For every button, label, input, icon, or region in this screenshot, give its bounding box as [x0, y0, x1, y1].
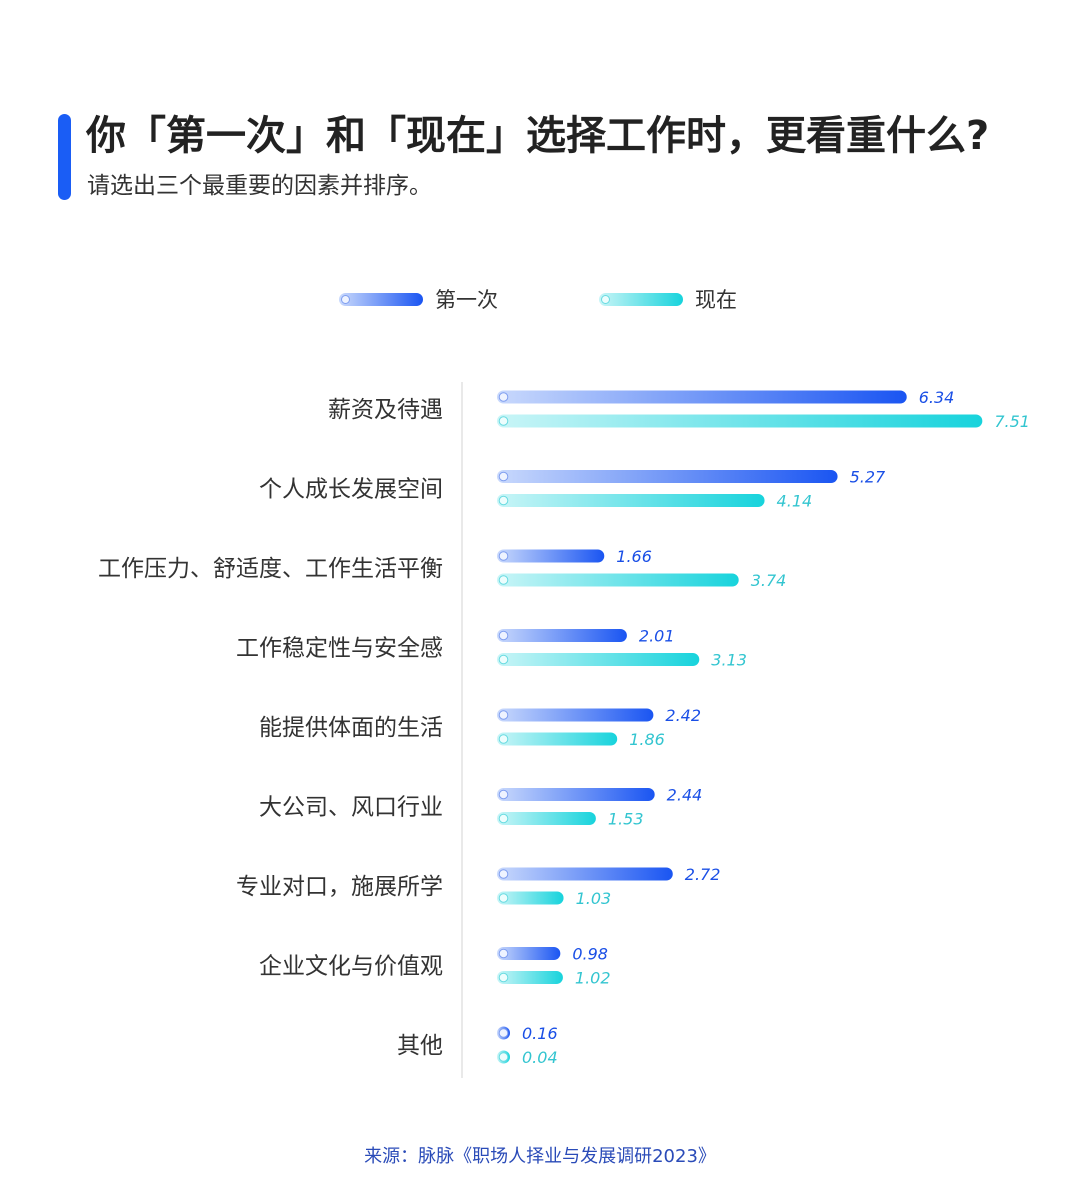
bar-first — [497, 549, 605, 563]
bar-cap-now — [498, 734, 509, 744]
bar-cap-now — [498, 575, 509, 585]
title-accent-bar — [58, 114, 71, 200]
data-label-now: 3.74 — [751, 571, 787, 590]
data-label-first: 2.44 — [667, 786, 703, 805]
bar-chart: 薪资及待遇 6.34 7.51 个人成长发展空间 5.27 4.14 工作压力、舒适度、工作… — [98, 382, 1030, 1078]
bar-now — [497, 653, 700, 666]
legend-swatch-now — [599, 292, 683, 306]
page-title: 你「第一次」和「现在」选择工作时，更看重什么? — [86, 113, 990, 159]
bar-cap-first — [498, 392, 509, 402]
legend-label-first: 第一次 — [435, 288, 498, 312]
data-label-now: 0.04 — [522, 1048, 558, 1067]
bar-first — [497, 629, 627, 642]
category-label: 大公司、风口行业 — [259, 795, 443, 821]
bar-cap-now — [498, 495, 509, 506]
data-label-first: 6.34 — [919, 388, 955, 407]
data-label-now: 7.51 — [994, 412, 1030, 431]
bar-first — [497, 947, 561, 960]
data-label-first: 1.66 — [616, 547, 652, 566]
legend-swatch-first — [339, 292, 423, 306]
source-note: 来源：脉脉《职场人择业与发展调研2023》 — [364, 1146, 716, 1167]
bar-now — [497, 812, 596, 825]
bar-first — [497, 708, 654, 722]
data-label-first: 2.01 — [639, 627, 675, 646]
bar-first — [497, 470, 838, 483]
bar-cap-first — [498, 471, 509, 482]
bar-cap-now — [498, 813, 509, 824]
data-label-first: 0.98 — [572, 945, 608, 964]
category-label: 工作稳定性与安全感 — [236, 636, 443, 662]
category-label: 专业对口，施展所学 — [236, 874, 443, 900]
category-label: 能提供体面的生活 — [259, 715, 443, 741]
page-subtitle: 请选出三个最重要的因素并排序。 — [87, 173, 432, 199]
bar-now — [497, 494, 765, 507]
legend-item-first: 第一次 — [339, 284, 498, 314]
bar-now — [497, 414, 983, 428]
category-label: 薪资及待遇 — [328, 397, 443, 423]
data-label-now: 4.14 — [777, 492, 813, 511]
bar-cap-first — [498, 710, 509, 720]
bar-cap-first — [498, 1028, 509, 1038]
data-label-now: 1.02 — [575, 969, 611, 988]
bar-cap-now — [498, 972, 509, 983]
data-label-first: 5.27 — [850, 468, 886, 487]
data-label-first: 0.16 — [522, 1024, 558, 1043]
bar-cap-first — [498, 551, 509, 561]
bar-cap-first — [498, 869, 509, 879]
legend: 第一次 现在 — [0, 284, 1080, 314]
bar-cap-first — [498, 789, 509, 800]
bar-cap-now — [498, 1052, 509, 1062]
bar-now — [497, 732, 618, 746]
bar-first — [497, 867, 673, 881]
data-label-now: 1.53 — [608, 810, 644, 829]
legend-label-now: 现在 — [695, 288, 737, 312]
bar-first — [497, 390, 907, 404]
data-label-now: 3.13 — [711, 651, 747, 670]
data-label-now: 1.86 — [629, 730, 665, 749]
bar-cap-now — [498, 416, 509, 426]
category-label: 工作压力、舒适度、工作生活平衡 — [98, 556, 443, 582]
data-label-first: 2.72 — [685, 865, 721, 884]
bar-now — [497, 573, 739, 587]
bar-first — [497, 788, 655, 801]
data-label-now: 1.03 — [576, 889, 612, 908]
data-label-first: 2.42 — [665, 706, 701, 725]
bar-cap-now — [498, 654, 509, 665]
bar-now — [497, 891, 564, 905]
legend-item-now: 现在 — [599, 284, 737, 314]
category-label: 个人成长发展空间 — [259, 477, 443, 503]
bar-cap-now — [498, 893, 509, 903]
bar-cap-first — [498, 630, 509, 641]
bar-now — [497, 971, 563, 984]
category-label: 其他 — [397, 1033, 443, 1059]
bar-cap-first — [498, 948, 509, 959]
category-label: 企业文化与价值观 — [259, 954, 443, 980]
